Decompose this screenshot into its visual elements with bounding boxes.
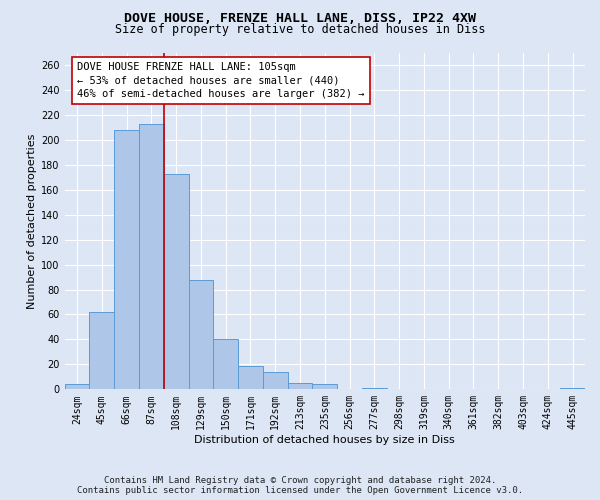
Text: Contains HM Land Registry data © Crown copyright and database right 2024.
Contai: Contains HM Land Registry data © Crown c…	[77, 476, 523, 495]
Bar	[287, 383, 313, 390]
Bar	[139, 124, 164, 390]
Bar	[114, 130, 139, 390]
Bar	[263, 372, 287, 390]
Bar	[238, 366, 263, 390]
Y-axis label: Number of detached properties: Number of detached properties	[27, 133, 37, 308]
Bar	[89, 312, 114, 390]
Bar	[214, 340, 238, 390]
Bar	[65, 384, 89, 390]
Bar	[188, 280, 214, 390]
Bar	[362, 388, 387, 390]
Bar	[560, 388, 585, 390]
X-axis label: Distribution of detached houses by size in Diss: Distribution of detached houses by size …	[194, 435, 455, 445]
Text: DOVE HOUSE, FRENZE HALL LANE, DISS, IP22 4XW: DOVE HOUSE, FRENZE HALL LANE, DISS, IP22…	[124, 12, 476, 26]
Text: DOVE HOUSE FRENZE HALL LANE: 105sqm
← 53% of detached houses are smaller (440)
4: DOVE HOUSE FRENZE HALL LANE: 105sqm ← 53…	[77, 62, 365, 99]
Bar	[164, 174, 188, 390]
Bar	[313, 384, 337, 390]
Text: Size of property relative to detached houses in Diss: Size of property relative to detached ho…	[115, 22, 485, 36]
